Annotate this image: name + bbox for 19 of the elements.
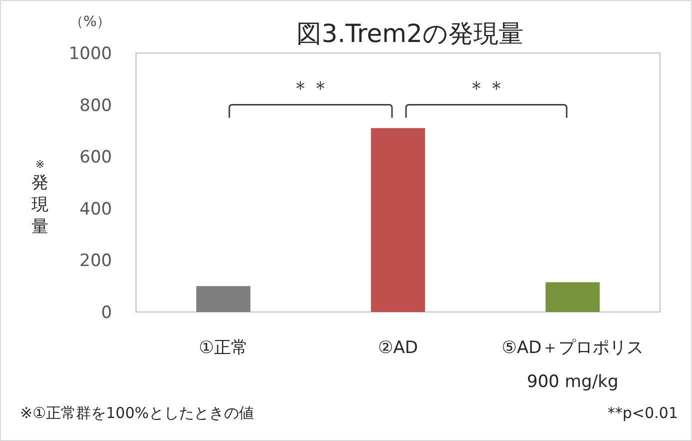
text: **p<0.01 [608, 404, 678, 422]
x-tick-label: ①正常 [198, 338, 248, 358]
y-tick-label: 200 [80, 251, 112, 272]
y-tick-label: 600 [80, 148, 112, 168]
text: ※①正常群を100%としたときの値 [20, 404, 254, 422]
bar [196, 286, 250, 312]
y-tick-label: 400 [80, 199, 112, 220]
annotation: ＊＊ [466, 76, 506, 100]
annotation: ＊＊ [290, 76, 331, 100]
x-tick-label: ⑤AD＋プロポリス 900 mg/kg [502, 338, 644, 392]
text: （%） [69, 14, 111, 30]
chart-title: 図3.Trem2の発現量 [296, 19, 524, 48]
y-axis-title: ※発現量 [32, 158, 48, 237]
y-tick-label: 800 [80, 96, 112, 116]
y-tick-label: 1000 [68, 44, 112, 64]
bar [546, 282, 600, 312]
y-tick-label: 0 [101, 303, 112, 323]
bar [370, 128, 426, 312]
x-tick-label: ②AD [378, 338, 418, 358]
